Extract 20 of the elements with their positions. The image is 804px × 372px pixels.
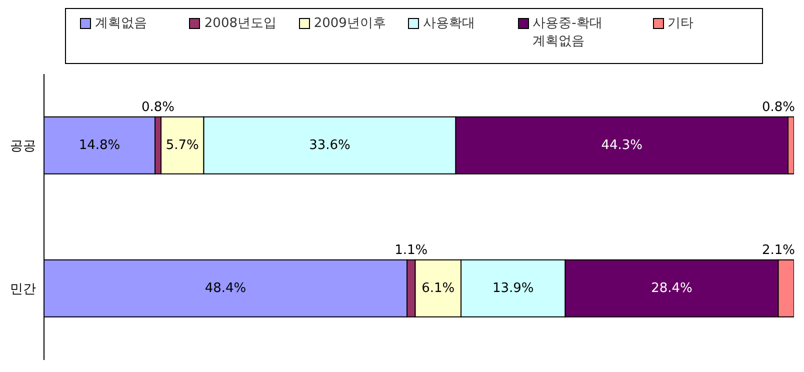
data-label: 2.1% [762,242,795,258]
legend-label: 계획없음 [95,15,147,32]
data-label: 0.8% [141,100,175,115]
data-label: 6.1% [422,280,455,296]
y-tick-label: 공공 [10,139,36,154]
data-label: 1.1% [394,242,428,258]
legend-label: 사용중-확대계획없음 [532,15,604,50]
legend-label: 2009년이후 [314,15,386,32]
data-label: 48.4% [204,280,246,296]
data-label: 0.8% [762,100,795,115]
data-label: 14.8% [78,138,120,153]
y-tick-label: 민간 [10,282,36,298]
data-label: 5.7% [166,138,199,153]
data-label: 28.4% [651,280,692,296]
data-label: 44.3% [601,138,643,153]
legend-label: 사용확대 [423,15,476,32]
legend-label: 기타 [668,15,694,32]
data-label: 13.9% [492,280,534,296]
legend-label: 2008년도입 [204,15,276,32]
data-label: 33.6% [309,138,350,153]
